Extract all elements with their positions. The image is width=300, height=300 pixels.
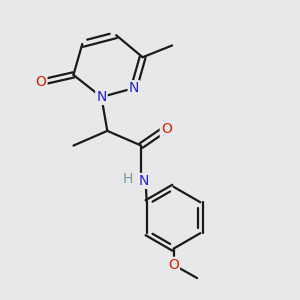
Text: N: N [139,174,149,188]
Text: O: O [168,258,179,272]
Text: N: N [96,90,106,104]
Text: O: O [161,122,172,136]
Text: N: N [129,81,139,95]
Text: H: H [123,172,133,186]
Text: O: O [36,75,46,89]
